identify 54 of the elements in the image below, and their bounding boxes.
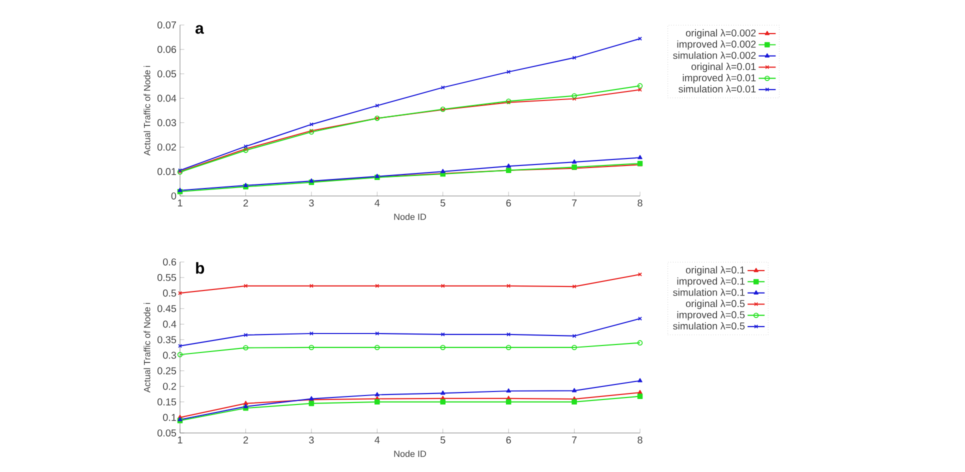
y-tick-label: 0.25 <box>157 367 176 374</box>
y-tick-label: 0.05 <box>157 70 176 78</box>
legend-label: improved λ=0.1 <box>677 277 745 287</box>
legend-label: original λ=0.5 <box>686 300 745 310</box>
y-tick-label: 0.4 <box>163 320 176 328</box>
legend-label: simulation λ=0.5 <box>673 322 745 330</box>
y-tick-label: 0.2 <box>163 382 176 390</box>
x-tick-label: 6 <box>506 200 511 207</box>
y-tick-label: 0.05 <box>157 429 176 437</box>
x-tick-label: 2 <box>243 200 248 206</box>
x-tick-label: 1 <box>178 436 182 444</box>
y-tick-label: 0.3 <box>163 352 176 359</box>
y-tick-label: 0.1 <box>163 414 176 421</box>
x-axis-title: Node ID <box>394 213 426 220</box>
y-tick-label: 0.03 <box>157 119 176 126</box>
y-tick-label: 0.02 <box>157 144 176 151</box>
x-tick-label: 6 <box>506 436 511 444</box>
y-tick-label: 0.15 <box>157 398 176 406</box>
y-axis-title: Actual Traffic of Node i <box>144 66 150 156</box>
y-tick-label: 0.06 <box>157 46 176 53</box>
x-tick-label: 3 <box>309 436 314 444</box>
x-tick-label: 8 <box>638 200 642 207</box>
x-tick-label: 1 <box>178 200 182 206</box>
legend-label: original λ=0.002 <box>686 29 756 38</box>
x-tick-label: 8 <box>638 436 642 444</box>
x-tick-label: 3 <box>309 200 314 207</box>
y-axis-title: Actual Traffic of Node i <box>144 302 150 393</box>
x-tick-label: 7 <box>572 436 577 444</box>
legend-label: improved λ=0.5 <box>677 310 745 320</box>
y-tick-label: 0.45 <box>157 305 176 312</box>
x-tick-label: 2 <box>243 436 248 444</box>
legend-label: simulation λ=0.01 <box>678 85 756 93</box>
legend-label: simulation λ=0.1 <box>673 288 745 296</box>
y-tick-label: 0.01 <box>157 168 176 176</box>
x-tick-label: 4 <box>374 200 380 206</box>
annotation: a <box>195 25 204 34</box>
y-tick-label: 0.5 <box>163 290 176 297</box>
legend-label: improved λ=0.01 <box>682 74 756 84</box>
x-tick-label: 4 <box>374 436 380 444</box>
x-tick-label: 5 <box>440 200 446 206</box>
y-tick-label: 0.55 <box>157 274 176 282</box>
y-tick-label: 0.07 <box>157 21 176 29</box>
y-tick-label: 0.04 <box>157 94 176 102</box>
x-tick-label: 7 <box>572 200 577 206</box>
legend-label: simulation λ=0.002 <box>673 52 756 59</box>
legend-label: original λ=0.1 <box>686 266 745 276</box>
x-axis-title: Node ID <box>394 450 426 457</box>
annotation: b <box>196 262 204 274</box>
x-tick-label: 5 <box>440 436 446 444</box>
legend-label: improved λ=0.002 <box>677 40 756 50</box>
y-tick-label: 0.6 <box>163 258 176 266</box>
legend-label: original λ=0.01 <box>691 62 756 72</box>
y-tick-label: 0 <box>171 192 176 200</box>
y-tick-label: 0.35 <box>157 336 176 344</box>
